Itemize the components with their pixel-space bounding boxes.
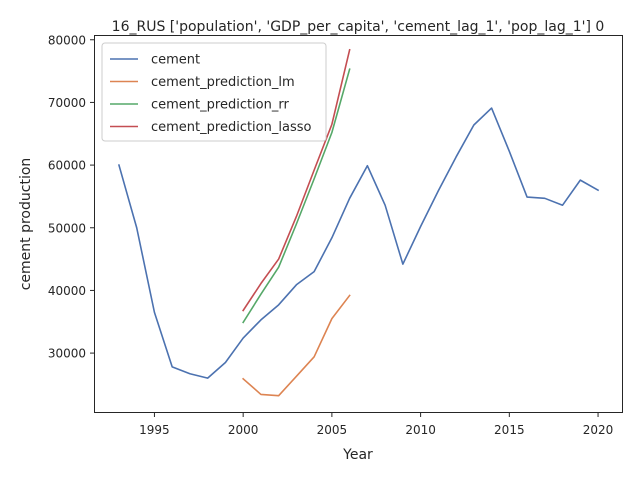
y-tick-label: 70000 [48, 96, 86, 110]
x-tick-label: 2000 [228, 423, 259, 437]
x-tick-label: 1995 [139, 423, 170, 437]
x-axis-label: Year [342, 447, 373, 463]
x-tick-label: 2015 [494, 423, 525, 437]
y-axis-label: cement production [18, 158, 34, 291]
y-tick-label: 40000 [48, 284, 86, 298]
y-axis-ticks: 30000 40000 50000 60000 70000 80000 [48, 33, 95, 361]
y-tick-label: 30000 [48, 347, 86, 361]
legend-label: cement_prediction_rr [151, 98, 289, 113]
series-line-cement [117, 107, 600, 379]
chart-title: 16_RUS ['population', 'GDP_per_capita', … [112, 19, 605, 35]
y-tick-label: 60000 [48, 159, 86, 173]
x-axis-ticks: 1995 2000 2005 2010 2015 2020 [139, 412, 613, 437]
series-line-cement-prediction-rr [242, 68, 351, 324]
plot-area [94, 35, 623, 413]
y-tick-label: 80000 [48, 33, 86, 47]
series-layer [117, 48, 600, 397]
legend-label: cement_prediction_lasso [151, 120, 311, 135]
legend-box [101, 42, 327, 142]
series-line-cement-prediction-lasso [242, 48, 351, 312]
x-tick-label: 2010 [405, 423, 436, 437]
legend: cement cement_prediction_lm cement_predict… [101, 42, 327, 142]
axes-frame [94, 35, 623, 413]
legend-label: cement [151, 53, 200, 68]
y-tick-label: 50000 [48, 221, 86, 235]
legend-label: cement_prediction_lm [151, 75, 295, 90]
x-tick-label: 2020 [583, 423, 614, 437]
series-line-cement-prediction-lm [242, 294, 351, 397]
x-tick-label: 2005 [317, 423, 348, 437]
